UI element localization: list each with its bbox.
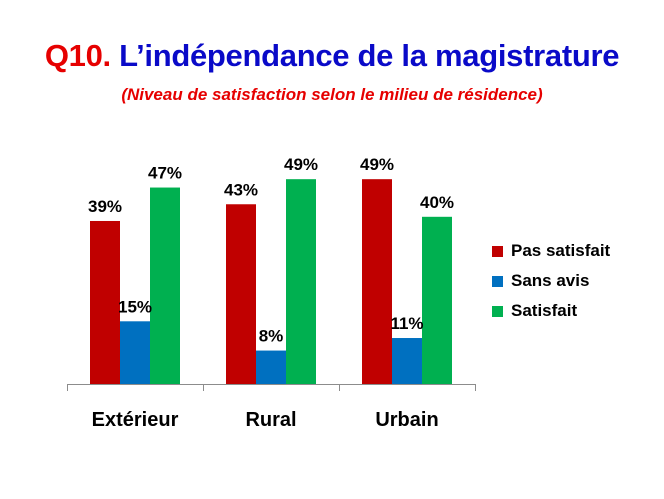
bar-satisfait-exterieur — [150, 187, 180, 384]
category-label-exterieur: Extérieur — [92, 409, 179, 431]
title-text: L’indépendance de la magistrature — [119, 38, 620, 73]
chart-subtitle: (Niveau de satisfaction selon le milieu … — [121, 85, 543, 104]
legend-swatch — [492, 245, 503, 257]
value-label-satisfait-urbain: 40% — [420, 193, 454, 212]
legend-swatch — [492, 305, 503, 317]
title-prefix: Q10. — [44, 38, 111, 73]
x-axis — [67, 384, 476, 391]
bar-pas-satisfait-rural — [226, 204, 256, 384]
category-label-rural: Rural — [245, 409, 296, 431]
value-label-pas-satisfait-exterieur: 39% — [88, 197, 122, 216]
bar-satisfait-urbain — [422, 216, 452, 384]
value-label-sans-avis-exterieur: 15% — [118, 297, 152, 316]
bar-sans-avis-exterieur — [120, 321, 150, 384]
value-label-pas-satisfait-rural: 43% — [224, 180, 258, 199]
value-label-satisfait-rural: 49% — [284, 155, 318, 174]
value-label-satisfait-exterieur: 47% — [148, 164, 182, 183]
legend-item-satisfait: Satisfait — [492, 296, 610, 326]
value-label-pas-satisfait-urbain: 49% — [360, 155, 394, 174]
legend-item-pas-satisfait: Pas satisfait — [492, 236, 610, 266]
legend: Pas satisfait Sans avis Satisfait — [492, 236, 610, 326]
legend-label: Satisfait — [511, 301, 578, 320]
value-label-sans-avis-rural: 8% — [259, 327, 284, 346]
legend-label: Sans avis — [511, 271, 590, 290]
bar-satisfait-rural — [286, 179, 316, 384]
legend-swatch — [492, 275, 503, 287]
bar-sans-avis-urbain — [392, 338, 422, 384]
bar-sans-avis-rural — [256, 350, 286, 384]
value-labels-group: 39% 15% 47% 43% 8% 49% 49% 11% 40% — [88, 155, 454, 345]
legend-label: Pas satisfait — [511, 241, 611, 260]
chart-title: Q10. L’indépendance de la magistrature — [0, 38, 664, 74]
value-label-sans-avis-urbain: 11% — [390, 314, 423, 333]
bar-pas-satisfait-urbain — [362, 179, 392, 384]
bar-pas-satisfait-exterieur — [90, 220, 120, 384]
bars-group — [90, 179, 452, 384]
category-label-urbain: Urbain — [375, 409, 438, 431]
category-labels-group: Extérieur Rural Urbain — [92, 409, 439, 431]
legend-item-sans-avis: Sans avis — [492, 266, 610, 296]
